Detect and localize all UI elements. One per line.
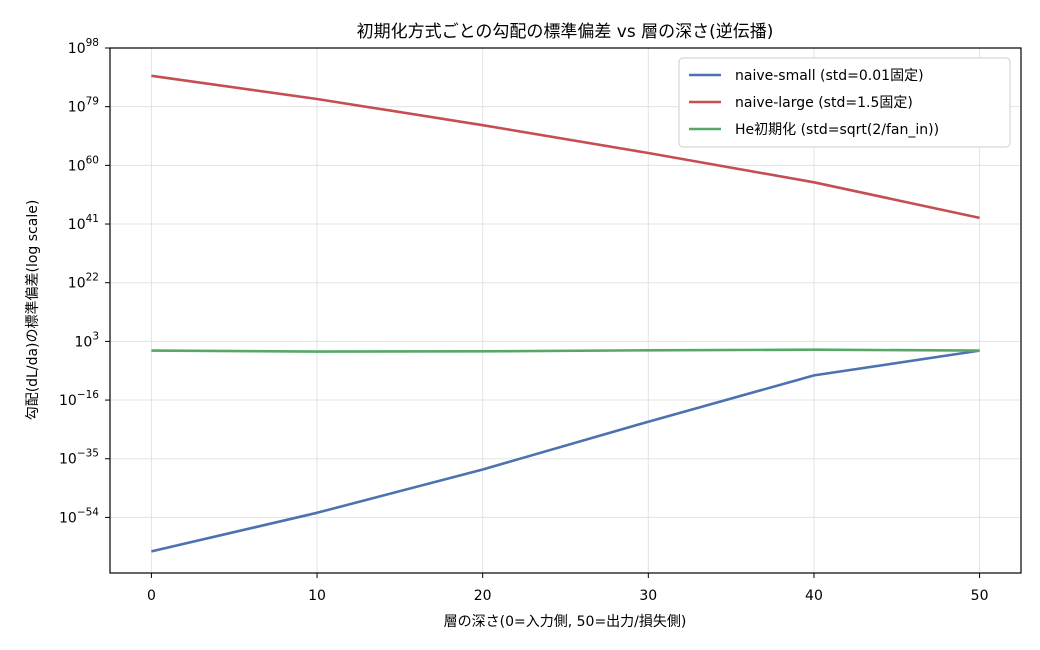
y-tick-label: 10−54 [59, 506, 99, 526]
y-tick-exponent: 98 [86, 37, 99, 49]
chart-title: 初期化方式ごとの勾配の標準偏差 vs 層の深さ(逆伝播) [357, 22, 774, 42]
y-axis-label: 勾配(dL/da)の標準偏差(log scale) [25, 200, 41, 421]
series-line-2 [151, 348, 980, 353]
x-tick-label: 20 [474, 588, 492, 604]
y-tick-label: 1098 [68, 37, 99, 57]
legend-label-2: He初期化 (std=sqrt(2/fan_in)) [735, 121, 939, 138]
y-tick-label: 10−16 [59, 389, 99, 409]
x-tick-label: 10 [308, 588, 326, 604]
plot-frame [109, 47, 1022, 574]
legend-label-0: naive-small (std=0.01固定) [735, 68, 924, 84]
y-ticks: 10−54 10−35 10−16 103 1022 1041 1060 1079 1098 [59, 37, 110, 526]
y-tick-exponent: −16 [77, 389, 99, 401]
y-tick-label: 10−35 [59, 448, 99, 468]
x-ticks: 0 10 20 30 40 50 [147, 573, 989, 604]
x-axis-label: 層の深さ(0=入力側, 50=出力/損失側) [444, 614, 687, 630]
x-tick-label: 0 [147, 588, 156, 604]
y-tick-label: 103 [74, 330, 99, 350]
legend-label-1: naive-large (std=1.5固定) [735, 95, 913, 111]
x-tick-label: 30 [639, 588, 657, 604]
legend-box [678, 57, 1011, 148]
y-tick-exponent: 22 [86, 272, 99, 284]
y-tick-exponent: −35 [77, 448, 99, 460]
y-tick-label: 1022 [68, 272, 99, 292]
y-tick-exponent: 3 [92, 330, 99, 342]
series-line-0 [151, 349, 980, 553]
x-tick-label: 40 [805, 588, 823, 604]
y-tick-label: 1079 [68, 96, 99, 116]
series-line-1 [151, 74, 980, 220]
x-tick-label: 50 [971, 588, 989, 604]
legend: naive-small (std=0.01固定) naive-large (std… [678, 57, 1011, 148]
y-tick-label: 1041 [68, 213, 99, 233]
series-lines [151, 74, 980, 553]
y-tick-exponent: 79 [86, 96, 99, 108]
y-tick-exponent: −54 [77, 506, 99, 518]
y-tick-exponent: 41 [86, 213, 99, 225]
y-tick-exponent: 60 [86, 154, 99, 166]
y-tick-label: 1060 [68, 154, 99, 174]
